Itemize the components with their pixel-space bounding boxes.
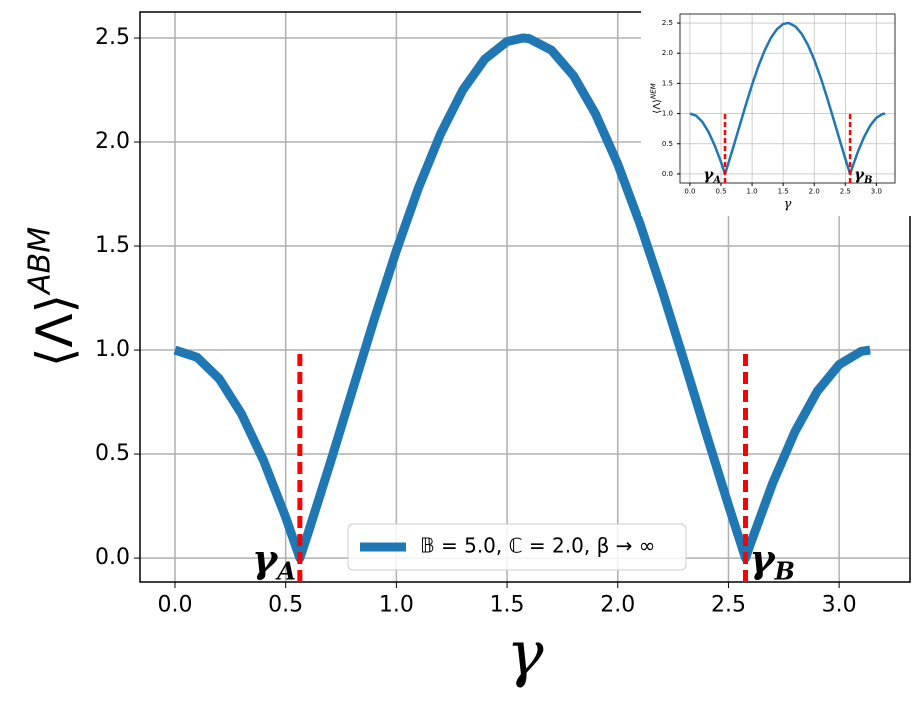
x-tick-label: 2.5 (840, 188, 851, 196)
legend-box (347, 523, 687, 571)
y-tick-label: 1.0 (95, 337, 130, 362)
x-tick-label: 1.5 (490, 593, 525, 618)
legend-label: 𝔹 = 5.0, ℂ = 2.0, β → ∞ (420, 534, 655, 558)
annotation: γB (854, 165, 872, 185)
y-axis-label-main: ⟨Λ⟩ (652, 99, 663, 114)
annotation-symbol: γ (750, 535, 777, 580)
inset-background (641, 4, 915, 216)
x-tick-label: 2.0 (600, 593, 635, 618)
annotation-subscript: B (774, 556, 795, 585)
x-tick-label: 0.5 (268, 593, 303, 618)
annotation-subscript: A (275, 556, 296, 585)
annotation: γB (750, 535, 795, 585)
y-axis-label-sup: NEM (649, 83, 657, 99)
y-tick-label: 1.5 (662, 79, 673, 87)
x-tick-label: 0.0 (684, 188, 695, 196)
annotation-subscript: B (863, 174, 872, 185)
annotation-subscript: A (712, 174, 721, 185)
y-tick-label: 0.0 (95, 545, 130, 570)
y-axis-label: ⟨Λ⟩NEM (649, 83, 663, 113)
axes-frame (139, 11, 911, 583)
annotation: γA (252, 535, 296, 585)
annotation-symbol: γ (252, 535, 279, 580)
y-tick-label: 1.5 (95, 233, 130, 258)
y-tick-label: 2.0 (662, 49, 673, 57)
annotation: γA (703, 165, 721, 185)
annotation-symbol: γ (854, 165, 865, 183)
y-axis-label-sup: ABM (22, 227, 57, 296)
y-tick-label: 0.5 (95, 441, 130, 466)
x-tick-label: 3.0 (871, 188, 882, 196)
annotation-symbol: γ (703, 165, 714, 183)
axes-frame (679, 13, 896, 184)
y-tick-label: 2.0 (95, 129, 130, 154)
x-tick-label: 1.0 (379, 593, 414, 618)
x-tick-label: 0.0 (157, 593, 192, 618)
x-axis-label: γ (506, 616, 544, 689)
line-series (173, 33, 871, 563)
y-axis-label-main: ⟨Λ⟩ (25, 294, 83, 367)
x-tick-label: 3.0 (822, 593, 857, 618)
y-axis-label: ⟨Λ⟩ABM (22, 227, 84, 367)
x-tick-label: 2.5 (711, 593, 746, 618)
x-tick-label: 2.0 (809, 188, 820, 196)
y-tick-label: 0.0 (662, 170, 673, 178)
y-tick-label: 0.5 (662, 140, 673, 148)
y-tick-label: 2.5 (662, 19, 673, 27)
x-tick-label: 1.0 (747, 188, 758, 196)
y-tick-label: 1.0 (662, 110, 673, 118)
y-tick-label: 2.5 (95, 25, 130, 50)
x-tick-label: 1.5 (778, 188, 789, 196)
x-axis-label: γ (784, 197, 792, 212)
x-tick-label: 0.5 (715, 188, 726, 196)
